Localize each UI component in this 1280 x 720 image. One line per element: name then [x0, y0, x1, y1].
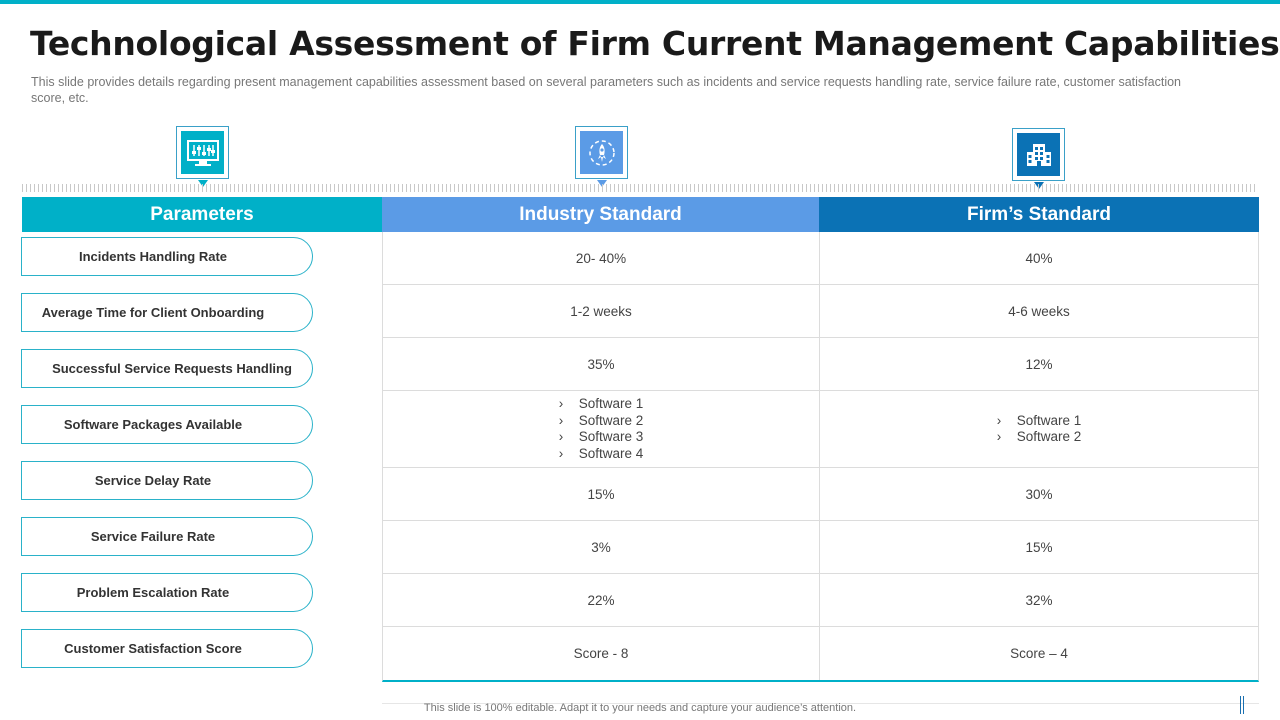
- list-item: Software 2: [559, 413, 644, 430]
- parameter-pill: Average Time for Client Onboarding: [21, 293, 313, 332]
- industry-icon-box: [575, 126, 628, 187]
- industry-value: 3%: [383, 521, 820, 573]
- parameter-pill: Software Packages Available: [21, 405, 313, 444]
- firm-icon-box: [1012, 128, 1065, 189]
- industry-pointer: [596, 180, 607, 187]
- tick-divider: [22, 184, 1258, 192]
- monitor-sliders-icon: [181, 131, 224, 174]
- parameter-pill: Incidents Handling Rate: [21, 237, 313, 276]
- table-row: 1-2 weeks 4-6 weeks: [383, 285, 1258, 338]
- firm-value: 4-6 weeks: [1008, 303, 1070, 319]
- industry-value: 15%: [383, 468, 820, 520]
- firm-value: 32%: [1025, 592, 1053, 608]
- rocket-gear-icon: [580, 131, 623, 174]
- parameter-pill: Problem Escalation Rate: [21, 573, 313, 612]
- header-parameters: Parameters: [22, 197, 382, 232]
- header-industry-standard: Industry Standard: [382, 197, 819, 232]
- list-item: Software 4: [559, 446, 644, 463]
- firm-value: 40%: [1025, 250, 1053, 266]
- table-row: 22% 32%: [383, 574, 1258, 627]
- table-row: Software 1 Software 2 Software 3 Softwar…: [383, 391, 1258, 468]
- list-item: Software 1: [559, 396, 644, 413]
- table-row: 20- 40% 40%: [383, 232, 1258, 285]
- table-row: Score - 8 Score – 4: [383, 627, 1258, 680]
- slide-subtitle: This slide provides details regarding pr…: [31, 75, 1181, 105]
- industry-value: 20- 40%: [383, 232, 820, 284]
- list-item: Software 2: [997, 429, 1082, 446]
- list-item: Software 1: [997, 413, 1082, 430]
- corner-mark: [1240, 696, 1244, 714]
- footer-note: This slide is 100% editable. Adapt it to…: [423, 702, 857, 714]
- parameters-icon-box: [176, 126, 229, 187]
- industry-software-list: Software 1 Software 2 Software 3 Softwar…: [383, 391, 820, 467]
- header-firms-standard: Firm’s Standard: [819, 197, 1259, 232]
- industry-value: Score - 8: [383, 627, 820, 680]
- parameter-pill: Successful Service Requests Handling: [21, 349, 313, 388]
- industry-value: 22%: [383, 574, 820, 626]
- parameters-pointer: [197, 180, 208, 187]
- list-item: Software 3: [559, 429, 644, 446]
- slide-title: Technological Assessment of Firm Current…: [30, 24, 1280, 63]
- table-row: 3% 15%: [383, 521, 1258, 574]
- values-table: 20- 40% 40% 1-2 weeks 4-6 weeks 35% 12% …: [382, 232, 1259, 682]
- firm-value: 30%: [1025, 486, 1053, 502]
- table-row: 35% 12%: [383, 338, 1258, 391]
- firm-value: 12%: [1025, 356, 1053, 372]
- industry-value: 1-2 weeks: [383, 285, 820, 337]
- office-building-icon: [1017, 133, 1060, 176]
- industry-value: 35%: [383, 338, 820, 390]
- parameter-pill: Service Delay Rate: [21, 461, 313, 500]
- top-accent-bar: [0, 0, 1280, 4]
- parameter-pill: Customer Satisfaction Score: [21, 629, 313, 668]
- firm-value: Score – 4: [1010, 646, 1068, 661]
- firm-value: 15%: [1025, 539, 1053, 555]
- parameter-pill: Service Failure Rate: [21, 517, 313, 556]
- firm-software-list: Software 1 Software 2: [820, 391, 1258, 467]
- table-row: 15% 30%: [383, 468, 1258, 521]
- footer-divider: [382, 703, 1259, 704]
